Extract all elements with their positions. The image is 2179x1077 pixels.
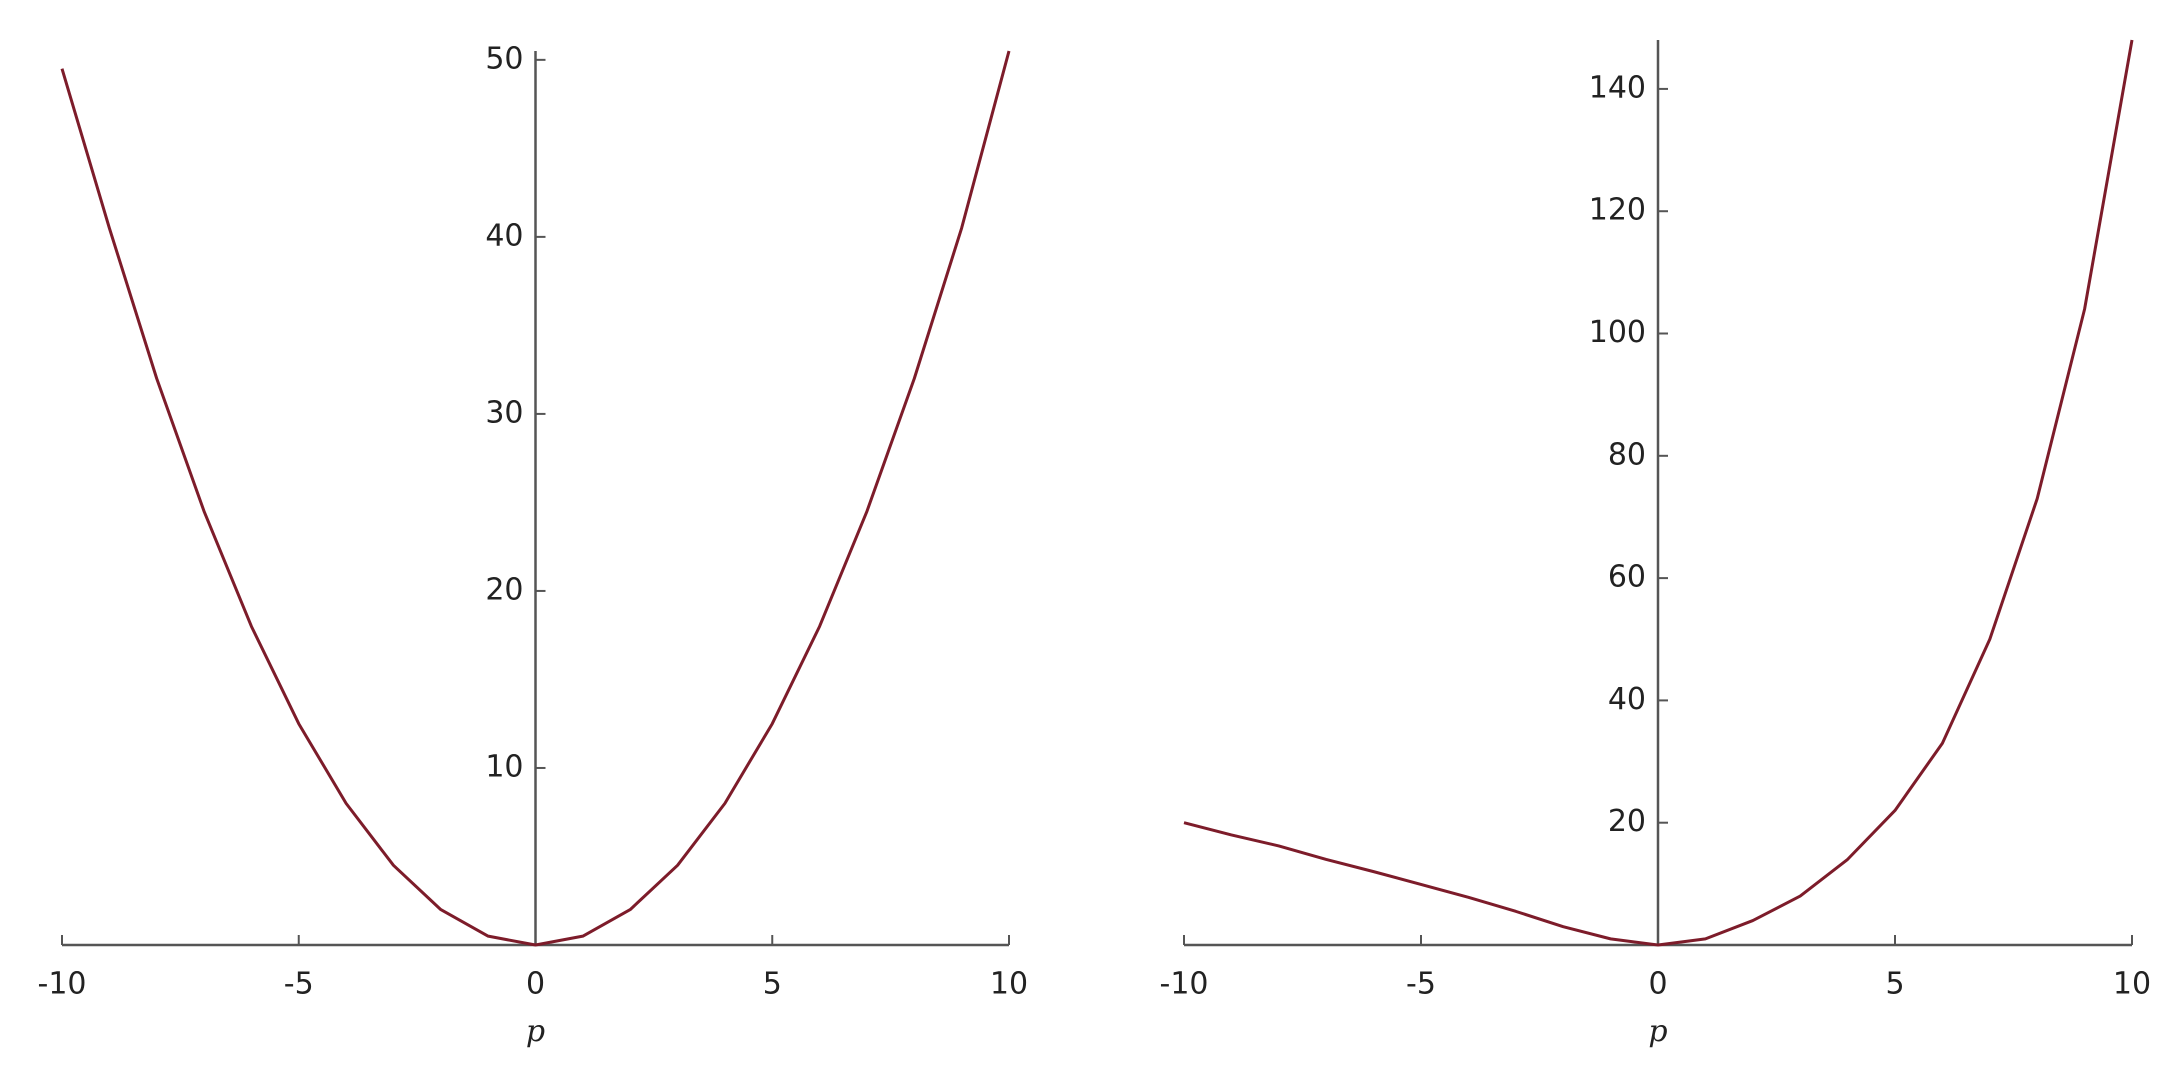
- y-tick-label: 80: [1608, 437, 1646, 472]
- x-tick-label: -10: [38, 967, 87, 1002]
- x-axis-label: p: [1648, 1014, 1667, 1049]
- x-tick-label: 0: [526, 967, 545, 1002]
- curve: [60, 50, 1011, 947]
- y-tick-label: 30: [485, 395, 523, 430]
- x-axis-label: p: [526, 1014, 545, 1049]
- x-tick-label: 5: [763, 967, 782, 1002]
- x-tick-label: 0: [1648, 967, 1667, 1002]
- curve: [1183, 39, 2134, 947]
- y-tick-label: 40: [1608, 682, 1646, 717]
- y-tick-label: 20: [1608, 804, 1646, 839]
- y-tick-label: 60: [1608, 560, 1646, 595]
- x-tick-label: -5: [1406, 967, 1436, 1002]
- x-tick-label: 10: [2113, 967, 2151, 1002]
- x-tick-label: 5: [1885, 967, 1904, 1002]
- y-tick-label: 100: [1589, 315, 1646, 350]
- y-tick-label: 50: [485, 41, 523, 76]
- y-tick-label: 120: [1589, 193, 1646, 228]
- y-tick-label: 20: [485, 572, 523, 607]
- x-tick-label: -10: [1160, 967, 1209, 1002]
- y-tick-label: 40: [485, 218, 523, 253]
- y-tick-label: 140: [1589, 70, 1646, 105]
- x-tick-label: -5: [284, 967, 314, 1002]
- y-tick-label: 10: [485, 749, 523, 784]
- x-tick-label: 10: [990, 967, 1028, 1002]
